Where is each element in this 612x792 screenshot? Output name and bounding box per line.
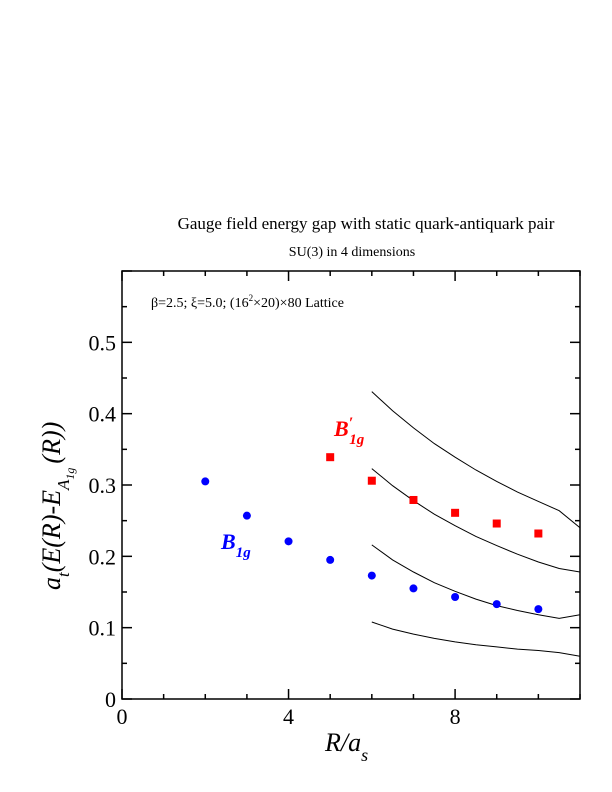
y-axis-label-sub-t: t <box>54 571 73 577</box>
y-axis-label-main: a <box>37 577 66 590</box>
y-axis-label-tail: (R)) <box>37 422 66 464</box>
y-tick-label: 0.2 <box>89 544 117 569</box>
theory-curve-2 <box>371 468 581 573</box>
series-label-b1g-prime-sub: 1g <box>349 432 365 448</box>
series-label-b1g-prime-mark: ′ <box>349 415 354 432</box>
annotation-superscript: 2 <box>249 293 254 303</box>
point-series-0 <box>284 537 293 546</box>
y-axis-label-sub-a: A <box>54 479 73 491</box>
series-label-b1g-sub: 1g <box>236 545 252 561</box>
axis-ticks <box>121 270 581 700</box>
point-series-0 <box>326 555 335 564</box>
point-series-1 <box>492 519 501 528</box>
series-label-b1g-main: B <box>220 529 236 554</box>
point-series-0 <box>534 605 543 614</box>
x-axis-label-main: R/a <box>324 728 361 757</box>
chart-subtitle: SU(3) in 4 dimensions <box>289 245 415 260</box>
x-tick-label: 8 <box>450 704 461 729</box>
point-series-1 <box>367 476 376 485</box>
x-axis-label-sub: s <box>361 745 368 765</box>
lattice-annotation: β=2.5; ξ=5.0; (162×20)×80 Lattice <box>151 293 344 311</box>
y-axis-label-mid: (E(R)-E <box>37 490 66 572</box>
series-label-b1g-prime: B′ 1g <box>333 415 365 448</box>
theory-curve-4 <box>371 621 581 657</box>
series-label-b1g: B1g <box>220 529 251 561</box>
tick-labels: 0 4 8 0 0.1 0.2 0.3 0.4 0.5 <box>89 330 461 729</box>
point-series-0 <box>242 511 251 520</box>
point-series-0 <box>201 477 210 486</box>
chart-title: Gauge field energy gap with static quark… <box>178 214 555 233</box>
series-label-b1g-prime-main: B <box>333 416 349 441</box>
point-series-0 <box>367 571 376 580</box>
plot-frame <box>121 270 581 700</box>
theory-curve-3 <box>371 544 581 619</box>
theory-curve-1 <box>371 391 581 529</box>
x-tick-label: 0 <box>117 704 128 729</box>
y-tick-label: 0.3 <box>89 473 117 498</box>
theory-curves <box>371 391 581 657</box>
point-series-1 <box>451 508 460 517</box>
y-tick-label: 0.4 <box>89 402 117 427</box>
point-series-0 <box>451 592 460 601</box>
annotation-prefix: β=2.5; ξ=5.0; (16 <box>151 296 249 311</box>
y-axis-label-sub-1g: 1g <box>63 468 77 480</box>
y-tick-label: 0.1 <box>89 616 117 641</box>
data-points <box>201 453 543 614</box>
point-series-1 <box>534 529 543 538</box>
point-series-1 <box>326 453 335 462</box>
y-axis-label: at(E(R)-EA1g (R)) <box>37 422 77 590</box>
point-series-1 <box>409 495 418 504</box>
y-tick-label: 0 <box>105 687 116 712</box>
annotation-suffix: ×20)×80 Lattice <box>253 296 344 311</box>
x-axis-label: R/as <box>324 728 368 765</box>
point-series-0 <box>492 600 501 609</box>
point-series-0 <box>409 584 418 593</box>
x-tick-label: 4 <box>283 704 294 729</box>
y-tick-label: 0.5 <box>89 330 117 355</box>
